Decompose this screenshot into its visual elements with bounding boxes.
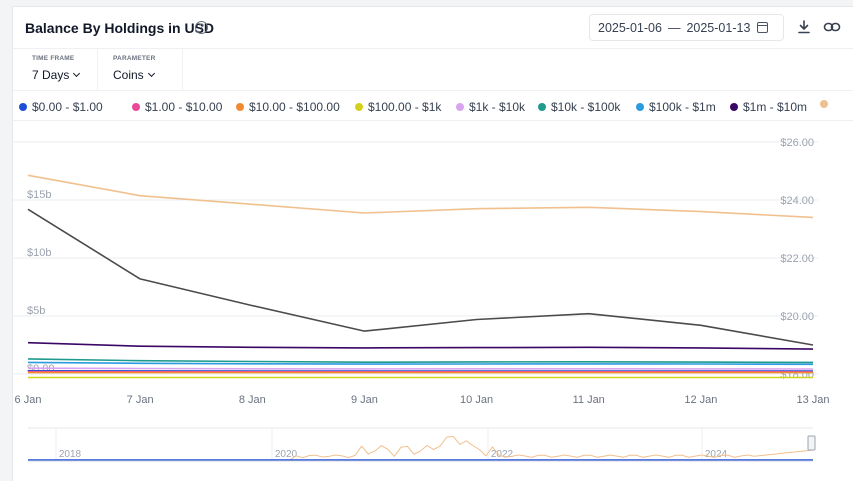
date-separator: — <box>667 20 681 35</box>
legend-label: $1.00 - $10.00 <box>145 100 223 114</box>
legend-item[interactable]: $100.00 - $1k <box>355 100 441 114</box>
legend-item[interactable]: $10.00 - $100.00 <box>236 100 340 114</box>
legend-dot <box>456 103 464 111</box>
legend-label: $10.00 - $100.00 <box>249 100 340 114</box>
card-header: Balance By Holdings in USD ? 2025-01-06 … <box>13 7 853 49</box>
y-right-tick-label: $24.00 <box>780 195 814 207</box>
date-start[interactable]: 2025-01-06 <box>598 20 662 35</box>
legend-item[interactable]: $100k - $1m <box>636 100 716 114</box>
x-tick-label: 6 Jan <box>15 394 42 406</box>
date-end[interactable]: 2025-01-13 <box>686 20 751 35</box>
x-tick-label: 13 Jan <box>796 394 829 406</box>
legend-item[interactable]: $1k - $10k <box>456 100 525 114</box>
download-icon[interactable] <box>797 19 811 35</box>
x-tick-label: 10 Jan <box>460 394 493 406</box>
date-range-picker[interactable]: 2025-01-06 — 2025-01-13 <box>589 14 784 41</box>
legend-label: $1k - $10k <box>469 100 526 114</box>
y-right-tick-label: $22.00 <box>780 253 814 265</box>
controls-bar: TIME FRAME 7 Days PARAMETER Coins <box>13 49 853 91</box>
legend-dot <box>355 103 363 111</box>
x-tick-label: 9 Jan <box>351 394 378 406</box>
navigator-year-label: 2024 <box>705 449 728 460</box>
legend-label: $0.00 - $1.00 <box>32 100 103 114</box>
navigator-year-label: 2022 <box>491 449 514 460</box>
legend-dot <box>19 103 27 111</box>
legend-dot <box>236 103 244 111</box>
legend-label: $100.00 - $1k <box>368 100 442 114</box>
legend-dot <box>730 103 738 111</box>
x-tick-label: 12 Jan <box>684 394 717 406</box>
parameter-value[interactable]: Coins <box>113 68 144 82</box>
navigator-series <box>28 435 814 461</box>
legend-dot <box>538 103 546 111</box>
x-tick-label: 7 Jan <box>127 394 154 406</box>
timeframe-label: TIME FRAME <box>32 55 75 62</box>
legend-item[interactable]: $1.00 - $10.00 <box>132 100 222 114</box>
legend-dot <box>636 103 644 111</box>
line-chart[interactable]: $18.00$20.00$22.00$24.00$26.00$0.00$5b$1… <box>0 120 841 481</box>
y-left-tick-label: $10b <box>27 247 51 259</box>
legend-item[interactable] <box>820 100 833 108</box>
series-line <box>27 367 814 370</box>
y-right-tick-label: $20.00 <box>780 311 814 323</box>
question-circle-icon[interactable]: ? <box>195 21 208 34</box>
calendar-icon[interactable] <box>757 22 769 33</box>
chart-title: Balance By Holdings in USD <box>25 20 215 36</box>
y-right-tick-label: $26.00 <box>780 137 814 149</box>
timeframe-select[interactable]: TIME FRAME 7 Days <box>25 49 98 91</box>
legend-dot <box>132 103 140 111</box>
navigator-year-label: 2018 <box>59 449 82 460</box>
series-line <box>27 358 814 364</box>
chevron-down-icon[interactable] <box>73 69 81 78</box>
timeframe-value[interactable]: 7 Days <box>32 68 70 82</box>
x-tick-label: 11 Jan <box>573 394 605 406</box>
parameter-select[interactable]: PARAMETER Coins <box>106 49 183 91</box>
legend-dot <box>820 100 828 108</box>
legend-label: $100k - $1m <box>649 100 716 114</box>
y-left-tick-label: $15b <box>27 189 51 201</box>
chevron-down-icon[interactable] <box>147 69 155 78</box>
series-line <box>27 361 814 366</box>
y-left-tick-label: $5b <box>27 305 45 317</box>
legend-item[interactable]: $10k - $100k <box>538 100 620 114</box>
x-tick-label: 8 Jan <box>239 394 266 406</box>
chart-legend: $0.00 - $1.00 $1.00 - $10.00 $10.00 - $1… <box>13 91 853 121</box>
navigator-year-label: 2020 <box>275 449 298 460</box>
legend-label: $1m - $10m <box>743 100 808 114</box>
chart-card: Balance By Holdings in USD ? 2025-01-06 … <box>12 6 853 481</box>
link-icon[interactable] <box>823 19 841 35</box>
legend-item[interactable]: $0.00 - $1.00 <box>19 100 103 114</box>
series-line <box>27 341 814 350</box>
series-line <box>27 174 814 219</box>
legend-item[interactable]: $1m - $10m <box>730 100 807 114</box>
series-line <box>27 208 814 346</box>
legend-label: $10k - $100k <box>551 100 621 114</box>
navigator-handle <box>807 435 816 451</box>
parameter-label: PARAMETER <box>113 55 156 62</box>
